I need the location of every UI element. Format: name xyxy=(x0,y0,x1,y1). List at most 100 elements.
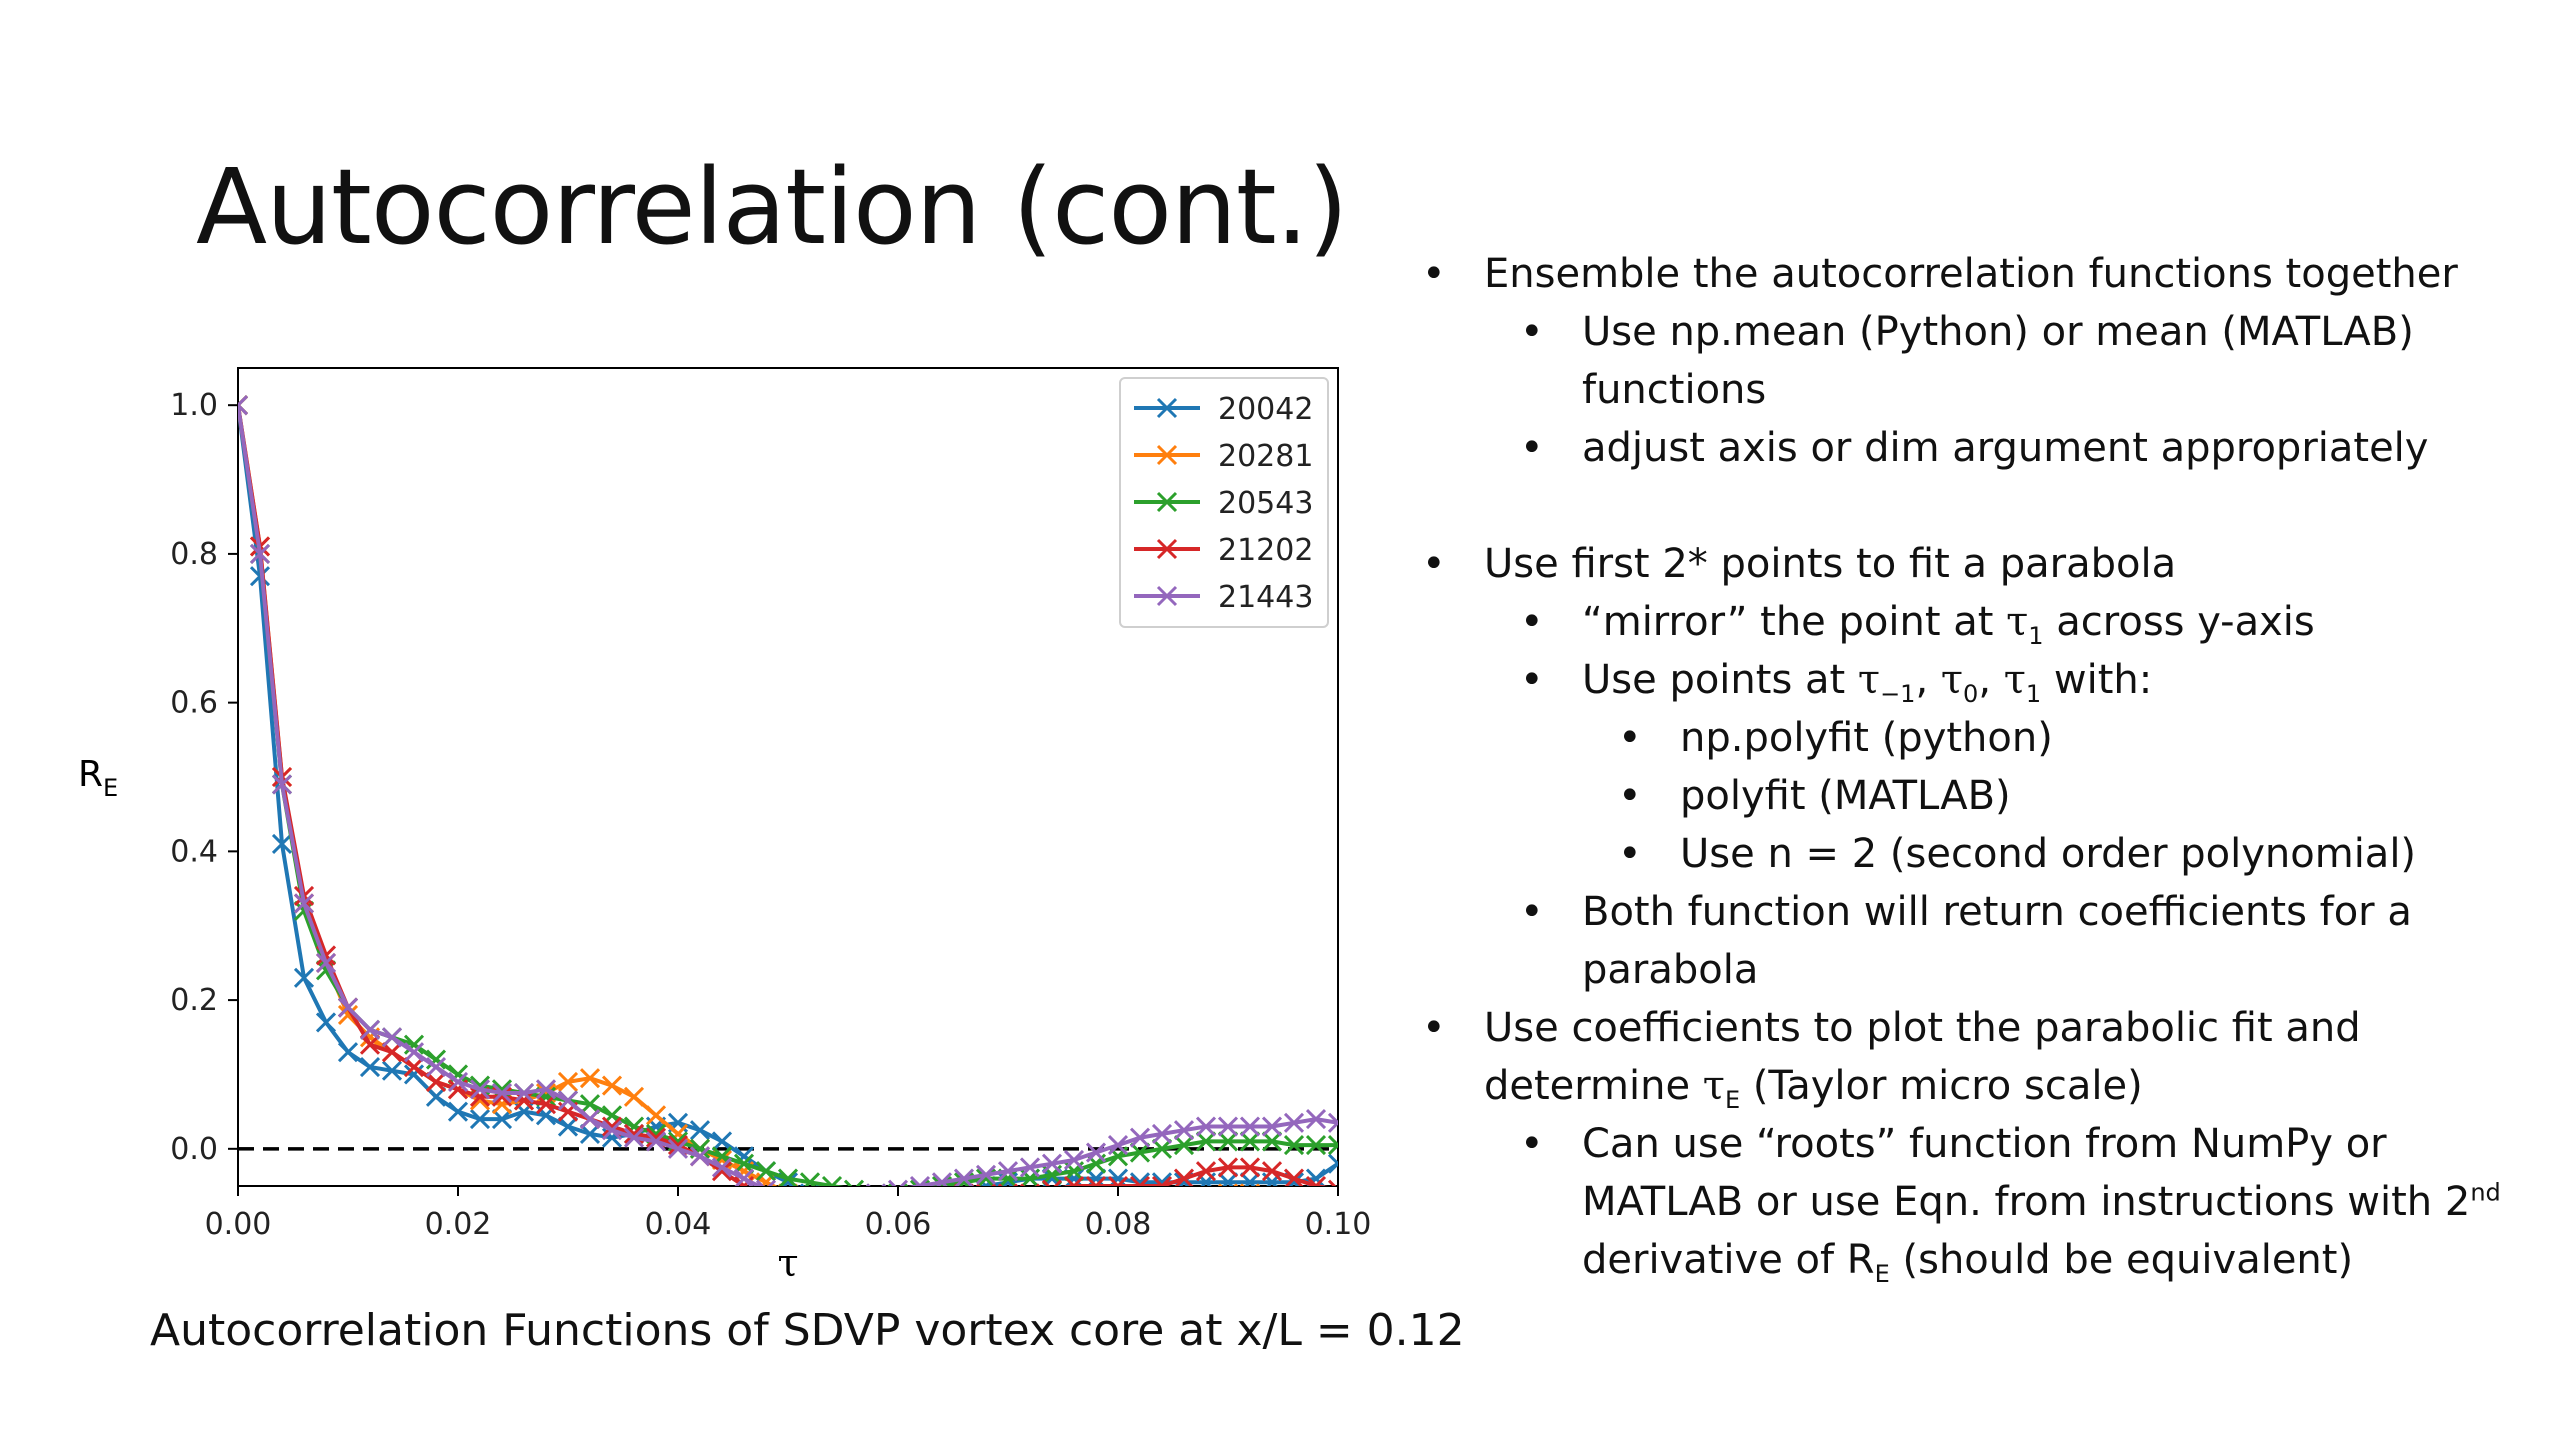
legend-label: 21202 xyxy=(1218,533,1313,568)
data-point xyxy=(689,1120,711,1141)
data-point xyxy=(1263,1188,1281,1206)
bullet-coefficients: Both function will return coefficients f… xyxy=(1410,883,2540,999)
data-point xyxy=(1239,1183,1261,1186)
data-point xyxy=(823,1192,841,1210)
data-point xyxy=(1085,1175,1107,1186)
data-point xyxy=(1065,1203,1083,1221)
data-point xyxy=(403,1056,425,1078)
bullet-roots: Can use “roots” function from NumPy or M… xyxy=(1410,1115,2540,1289)
data-point xyxy=(1283,1112,1305,1133)
data-point xyxy=(1175,1192,1193,1210)
data-point xyxy=(425,1049,447,1070)
data-point xyxy=(845,1196,863,1214)
data-point xyxy=(1327,1153,1338,1174)
data-point xyxy=(1305,1175,1327,1186)
data-point xyxy=(1153,1199,1171,1217)
data-point xyxy=(733,1168,755,1186)
data-point xyxy=(1195,1161,1217,1182)
data-point xyxy=(535,1094,557,1115)
bullet-use-n2: Use n = 2 (second order polynomial) xyxy=(1410,825,2540,883)
data-point xyxy=(977,1199,995,1217)
data-point xyxy=(1129,1172,1151,1186)
legend-label: 20042 xyxy=(1218,392,1313,427)
data-point xyxy=(1305,1109,1327,1130)
data-point xyxy=(579,1123,601,1145)
legend-box xyxy=(1119,377,1329,628)
data-point xyxy=(799,1183,821,1186)
data-point xyxy=(933,1188,951,1206)
tau-symbol: τ xyxy=(1702,1063,1725,1109)
data-point xyxy=(293,893,315,914)
data-point xyxy=(579,1068,601,1089)
data-point xyxy=(238,395,249,416)
text: derivative of R xyxy=(1582,1237,1875,1283)
data-point xyxy=(1283,1168,1305,1186)
bullet-plot-fit: Use coefficients to plot the parabolic f… xyxy=(1410,999,2540,1115)
data-point xyxy=(711,1131,733,1152)
data-point xyxy=(1217,1183,1239,1186)
data-point xyxy=(777,1183,799,1186)
data-point xyxy=(1261,1116,1283,1137)
data-point xyxy=(1261,1161,1283,1182)
y-tick-label: 0.6 xyxy=(170,686,218,721)
x-tick-label: 0.10 xyxy=(1305,1207,1372,1242)
data-point xyxy=(823,1196,841,1214)
tau-symbol: τ xyxy=(2003,657,2026,703)
legend-label: 21443 xyxy=(1218,580,1313,615)
data-point xyxy=(1151,1175,1173,1186)
autocorrelation-chart: 0.00 0.02 0.04 0.06 0.08 0.10 0.0 0.2 0.4 0.6 0.8 1… xyxy=(78,367,1371,1285)
data-point xyxy=(997,1161,1019,1182)
data-point xyxy=(1021,1199,1039,1217)
axes-layer: 0.00 0.02 0.04 0.06 0.08 0.10 0.0 0.2 0.4 0.6 0.8 1… xyxy=(170,388,1371,1242)
data-point xyxy=(909,1175,931,1186)
series-layer xyxy=(238,395,1338,1225)
data-point xyxy=(1197,1188,1215,1206)
data-point xyxy=(1107,1175,1129,1186)
data-point xyxy=(1239,1172,1261,1186)
data-point xyxy=(1041,1153,1063,1174)
series-line xyxy=(238,404,1329,1186)
data-point xyxy=(689,1146,711,1167)
text: (Taylor micro scale) xyxy=(1740,1063,2143,1109)
data-point xyxy=(1261,1131,1283,1152)
data-point xyxy=(447,1064,469,1085)
bullet-axis-dim: adjust axis or dim argument appropriatel… xyxy=(1410,419,2540,477)
data-point xyxy=(845,1188,863,1206)
separator: , xyxy=(1978,657,2004,703)
data-point xyxy=(887,1179,909,1186)
data-point xyxy=(1239,1116,1261,1137)
data-point xyxy=(933,1207,951,1225)
legend-swatch-marker xyxy=(1156,538,1178,560)
data-point xyxy=(999,1199,1017,1217)
data-point xyxy=(1327,1135,1338,1156)
data-point xyxy=(469,1079,491,1100)
y-tick-label: 0.0 xyxy=(170,1132,218,1167)
y-axis-label: RE xyxy=(78,754,118,802)
data-point xyxy=(1019,1157,1041,1178)
data-point xyxy=(557,1116,579,1137)
text: across y-axis xyxy=(2043,599,2315,645)
data-point xyxy=(359,1019,381,1040)
data-point xyxy=(601,1075,623,1096)
text: with: xyxy=(2041,657,2153,703)
subscript: 1 xyxy=(2028,622,2044,650)
data-point xyxy=(1239,1131,1261,1152)
data-point xyxy=(755,1179,777,1186)
data-point xyxy=(425,1056,447,1078)
subscript: 0 xyxy=(1963,680,1979,708)
data-point xyxy=(403,1064,425,1085)
data-point xyxy=(843,1179,865,1186)
bullet-first-points: Use first 2* points to fit a parabola xyxy=(1410,535,2540,593)
data-point xyxy=(557,1071,579,1092)
data-point xyxy=(733,1153,755,1174)
data-point xyxy=(1129,1175,1151,1186)
data-point xyxy=(845,1192,863,1210)
data-point xyxy=(447,1101,469,1122)
data-point xyxy=(779,1188,797,1206)
y-tick-label: 0.4 xyxy=(170,834,218,869)
bullet-mirror: “mirror” the point at τ1 across y-axis xyxy=(1410,593,2540,651)
data-point xyxy=(755,1161,777,1182)
data-point xyxy=(447,1071,469,1092)
data-point xyxy=(801,1192,819,1210)
data-point xyxy=(1327,1179,1337,1186)
